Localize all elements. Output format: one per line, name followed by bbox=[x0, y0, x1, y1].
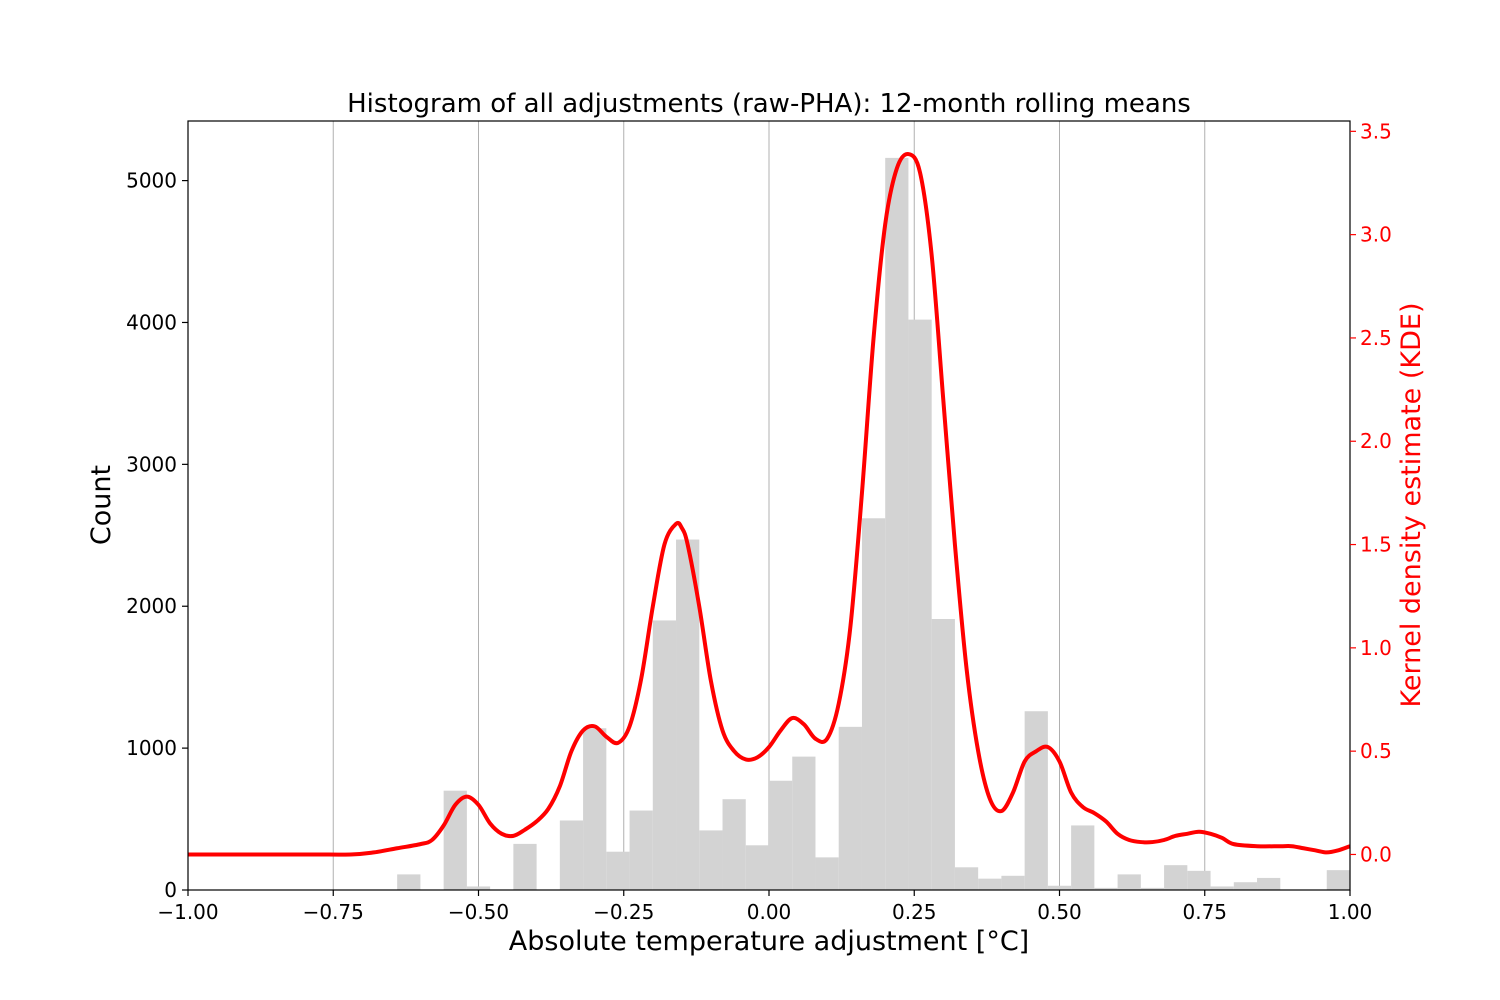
histogram-bar bbox=[722, 799, 746, 890]
right-y-axis-label: Kernel density estimate (KDE) bbox=[1396, 303, 1427, 708]
histogram-bar bbox=[792, 756, 816, 890]
right-y-axis-ticks: 0.0 0.5 1.0 1.5 2.0 2.5 3.0 3.5 bbox=[1350, 119, 1392, 866]
histogram-bar bbox=[629, 810, 653, 890]
y2-tick-label: 1.0 bbox=[1360, 636, 1392, 660]
histogram-bar bbox=[1047, 885, 1072, 890]
histogram-bar bbox=[606, 851, 630, 890]
x-tick-label: −0.50 bbox=[448, 900, 509, 924]
histogram-bar bbox=[978, 878, 1002, 890]
x-tick-label: −1.00 bbox=[157, 900, 218, 924]
histogram-bar bbox=[1140, 887, 1165, 890]
histogram-bar bbox=[861, 518, 886, 890]
y-axis-label: Count bbox=[86, 465, 117, 545]
histogram-bar bbox=[1094, 887, 1118, 890]
histogram-bar bbox=[397, 874, 421, 890]
histogram-bar bbox=[815, 857, 839, 890]
histogram-bar bbox=[1164, 865, 1188, 890]
y-tick-label: 4000 bbox=[126, 310, 177, 334]
y-tick-label: 3000 bbox=[126, 452, 177, 476]
x-tick-label: 0.25 bbox=[892, 900, 937, 924]
histogram-bar bbox=[908, 319, 932, 891]
y-tick-label: 0 bbox=[164, 878, 177, 902]
histogram-bar bbox=[652, 620, 677, 890]
histogram-bar bbox=[1233, 882, 1258, 890]
left-y-axis-ticks: 0 1000 2000 3000 4000 5000 bbox=[126, 169, 188, 902]
y-tick-label: 2000 bbox=[126, 594, 177, 618]
histogram-bar bbox=[1117, 874, 1141, 890]
histogram-bar bbox=[1257, 877, 1281, 890]
y2-tick-label: 2.0 bbox=[1360, 429, 1392, 453]
histogram-bar bbox=[954, 867, 979, 890]
chart-title: Histogram of all adjustments (raw-PHA): … bbox=[347, 89, 1191, 119]
histogram-bar bbox=[1024, 711, 1048, 890]
histogram-bar bbox=[1001, 875, 1025, 890]
kde-line bbox=[188, 152, 1351, 857]
x-gridlines bbox=[332, 121, 1206, 890]
x-tick-label: 0.00 bbox=[747, 900, 792, 924]
x-tick-label: 0.50 bbox=[1037, 900, 1082, 924]
y2-tick-label: 3.5 bbox=[1360, 119, 1392, 143]
histogram-bar bbox=[559, 820, 584, 890]
histogram-bars bbox=[397, 157, 1350, 891]
histogram-bar bbox=[1326, 870, 1350, 890]
histogram-bar bbox=[466, 886, 491, 890]
histogram-bar bbox=[676, 539, 700, 890]
y2-tick-label: 3.0 bbox=[1360, 223, 1392, 247]
histogram-bar bbox=[1187, 870, 1211, 890]
y-tick-label: 5000 bbox=[126, 169, 177, 193]
x-tick-label: −0.75 bbox=[303, 900, 364, 924]
x-tick-label: −0.25 bbox=[593, 900, 654, 924]
histogram-bar bbox=[513, 843, 537, 890]
histogram-bar bbox=[838, 726, 862, 890]
histogram-bar bbox=[1071, 825, 1095, 890]
histogram-bar bbox=[885, 157, 909, 891]
y-tick-label: 1000 bbox=[126, 736, 177, 760]
x-axis-label: Absolute temperature adjustment [°C] bbox=[509, 926, 1029, 957]
y2-tick-label: 1.5 bbox=[1360, 533, 1392, 557]
histogram-bar bbox=[745, 845, 769, 890]
histogram-bar bbox=[931, 619, 955, 890]
histogram-bar bbox=[769, 780, 793, 890]
y2-tick-label: 0.5 bbox=[1360, 739, 1392, 763]
histogram-bar bbox=[583, 728, 607, 890]
y2-tick-label: 0.0 bbox=[1360, 842, 1392, 866]
histogram-bar bbox=[699, 830, 723, 890]
histogram-bar bbox=[1210, 886, 1234, 890]
x-tick-label: 0.75 bbox=[1182, 900, 1227, 924]
x-tick-label: 1.00 bbox=[1328, 900, 1373, 924]
x-axis-ticks: −1.00 −0.75 −0.50 −0.25 0.00 0.25 0.50 0.75 1.00 bbox=[157, 890, 1372, 924]
y2-tick-label: 2.5 bbox=[1360, 326, 1392, 350]
